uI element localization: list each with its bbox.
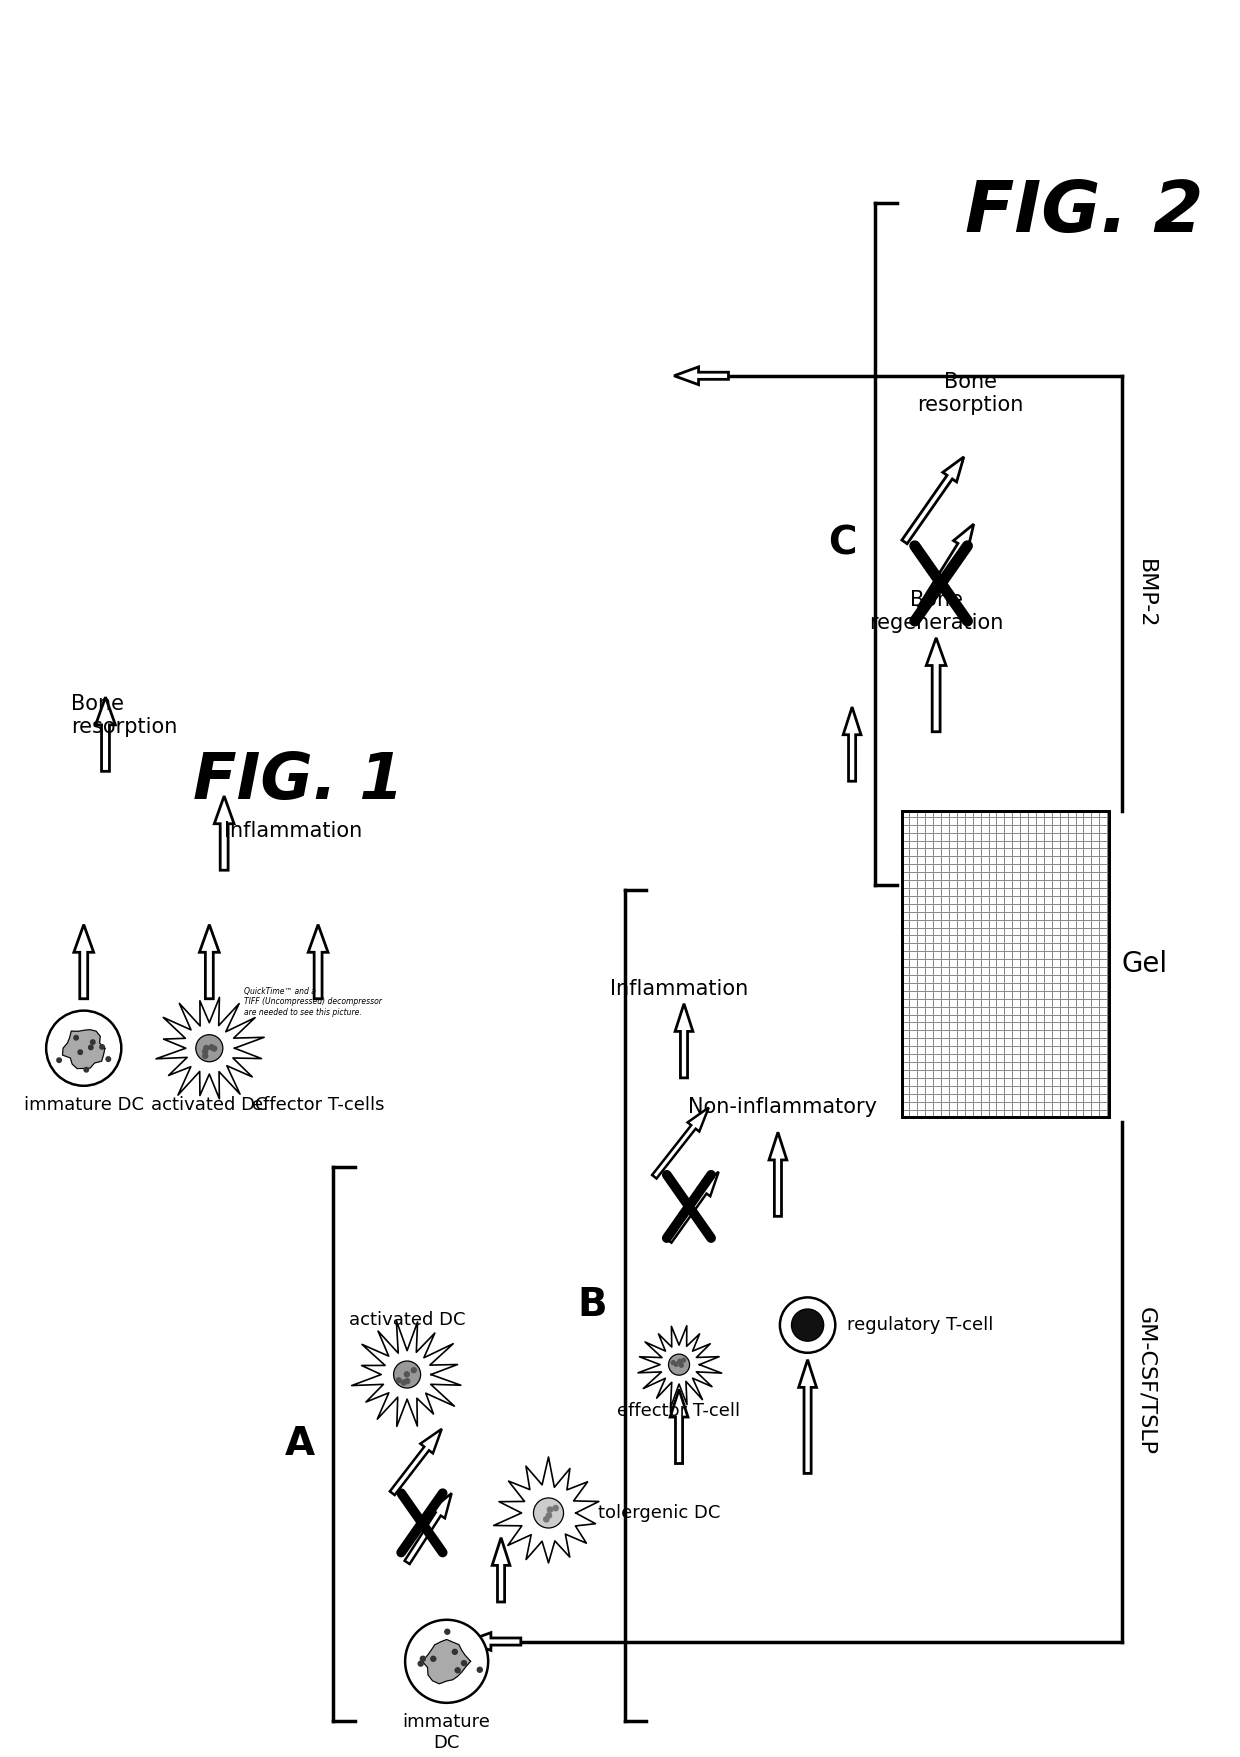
Circle shape (420, 1657, 425, 1662)
Polygon shape (639, 1327, 722, 1407)
Circle shape (543, 1516, 549, 1522)
Text: activated DC: activated DC (151, 1096, 268, 1114)
FancyArrow shape (95, 698, 115, 771)
Bar (901, 812, 1110, 1117)
FancyArrow shape (799, 1360, 816, 1474)
Text: Bone
resorption: Bone resorption (71, 694, 177, 736)
Circle shape (202, 1054, 208, 1058)
Circle shape (418, 1660, 423, 1666)
Circle shape (780, 1297, 836, 1353)
Text: Gel: Gel (1121, 951, 1167, 979)
Text: Inflammation: Inflammation (610, 979, 748, 998)
Circle shape (455, 1667, 460, 1673)
Circle shape (107, 1056, 110, 1061)
Text: activated DC: activated DC (348, 1311, 465, 1328)
Polygon shape (423, 1639, 470, 1683)
Circle shape (405, 1620, 489, 1703)
Circle shape (196, 1035, 223, 1061)
Text: immature
DC: immature DC (403, 1713, 491, 1752)
FancyArrow shape (901, 457, 963, 543)
Circle shape (461, 1660, 466, 1666)
FancyArrow shape (492, 1537, 510, 1602)
Circle shape (404, 1379, 409, 1385)
Circle shape (477, 1667, 482, 1673)
FancyArrow shape (769, 1132, 787, 1216)
Circle shape (680, 1363, 683, 1367)
Circle shape (84, 1068, 88, 1072)
Circle shape (791, 1309, 823, 1341)
Text: regulatory T-cell: regulatory T-cell (847, 1316, 993, 1334)
Text: tolergenic DC: tolergenic DC (598, 1504, 720, 1522)
Polygon shape (156, 998, 264, 1098)
FancyArrow shape (670, 1390, 688, 1464)
Circle shape (671, 1360, 675, 1365)
FancyArrow shape (466, 1632, 521, 1650)
Circle shape (212, 1045, 217, 1051)
Circle shape (91, 1040, 95, 1044)
Polygon shape (62, 1030, 105, 1068)
Bar (901, 812, 1110, 1117)
Circle shape (675, 1362, 678, 1367)
FancyArrow shape (652, 1107, 709, 1179)
Text: Inflammation: Inflammation (224, 821, 362, 840)
FancyArrow shape (675, 367, 728, 385)
Circle shape (46, 1010, 122, 1086)
Circle shape (453, 1650, 458, 1655)
Circle shape (397, 1377, 402, 1383)
Text: A: A (285, 1425, 315, 1464)
Text: immature DC: immature DC (24, 1096, 144, 1114)
Circle shape (402, 1381, 407, 1385)
Text: GM-CSF/TSLP: GM-CSF/TSLP (1136, 1307, 1156, 1455)
FancyArrow shape (919, 524, 973, 610)
Text: Bone
regeneration: Bone regeneration (869, 590, 1003, 633)
FancyArrow shape (404, 1493, 451, 1564)
FancyArrow shape (843, 706, 861, 782)
FancyArrow shape (389, 1428, 441, 1495)
FancyArrow shape (215, 796, 234, 870)
Text: Bone
resorption: Bone resorption (918, 372, 1024, 415)
Circle shape (210, 1045, 215, 1049)
Circle shape (533, 1499, 563, 1529)
Circle shape (430, 1657, 435, 1662)
Circle shape (445, 1629, 450, 1634)
Circle shape (88, 1045, 93, 1049)
Circle shape (202, 1049, 207, 1054)
FancyArrow shape (200, 924, 219, 998)
Circle shape (78, 1051, 83, 1054)
Text: FIG. 1: FIG. 1 (193, 750, 404, 812)
Circle shape (203, 1045, 208, 1051)
FancyArrow shape (675, 1003, 693, 1077)
Text: C: C (828, 525, 857, 562)
Circle shape (547, 1513, 552, 1518)
Text: effector T-cell: effector T-cell (618, 1402, 740, 1420)
Circle shape (547, 1508, 553, 1513)
Circle shape (393, 1362, 420, 1388)
Circle shape (100, 1045, 104, 1049)
FancyArrow shape (309, 924, 329, 998)
Text: BMP-2: BMP-2 (1136, 559, 1156, 627)
Text: Non-inflammatory: Non-inflammatory (688, 1098, 878, 1117)
Text: effector T-cells: effector T-cells (252, 1096, 384, 1114)
FancyArrow shape (74, 924, 94, 998)
Text: B: B (578, 1286, 606, 1325)
Circle shape (412, 1367, 417, 1372)
FancyArrow shape (926, 638, 946, 731)
Polygon shape (352, 1321, 461, 1427)
Circle shape (668, 1355, 689, 1376)
FancyArrow shape (667, 1172, 719, 1242)
Circle shape (553, 1506, 558, 1511)
Circle shape (682, 1358, 686, 1362)
Circle shape (404, 1372, 409, 1377)
Circle shape (57, 1058, 61, 1063)
Text: FIG. 2: FIG. 2 (965, 177, 1204, 248)
Polygon shape (494, 1457, 599, 1562)
Text: QuickTime™ and a
TIFF (Uncompressed) decompressor
are needed to see this picture: QuickTime™ and a TIFF (Uncompressed) dec… (244, 987, 382, 1017)
Circle shape (74, 1035, 78, 1040)
Circle shape (678, 1360, 682, 1363)
